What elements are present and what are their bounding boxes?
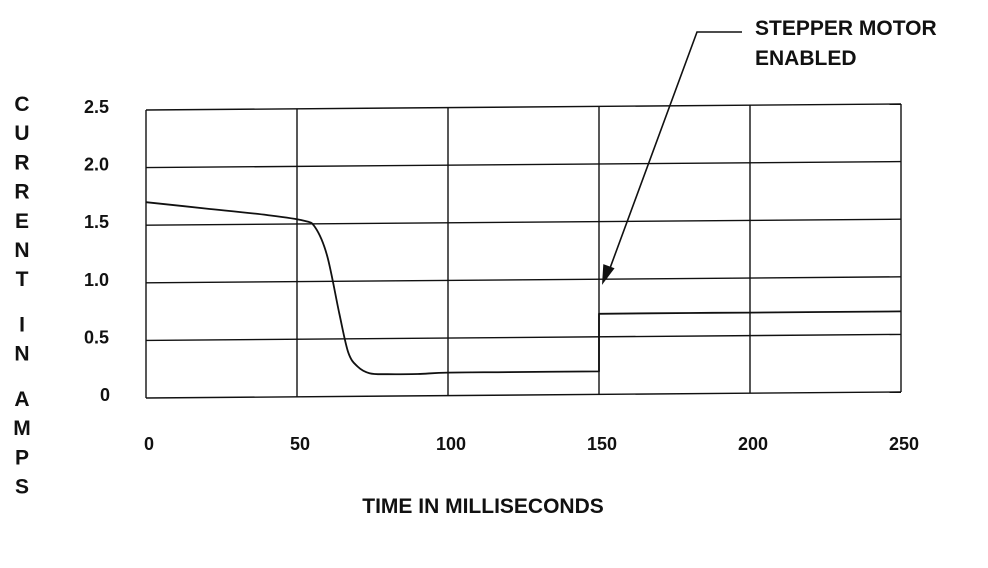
- y-axis-label-letter: T: [16, 268, 29, 291]
- series-line: [145, 201, 902, 376]
- y-tick-label: 1.5: [84, 212, 109, 232]
- x-tick-label: 250: [889, 434, 919, 454]
- y-axis-label-letter: P: [15, 446, 29, 469]
- x-axis-label: TIME IN MILLISECONDS: [362, 495, 604, 518]
- annotation-arrowhead: [602, 264, 615, 285]
- y-tick-label: 2.5: [84, 97, 109, 117]
- h-gridline: [145, 218, 902, 226]
- y-axis-label-letter: A: [14, 388, 29, 411]
- h-gridline: [145, 333, 902, 342]
- x-tick-label: 50: [290, 434, 310, 454]
- h-gridline: [145, 276, 902, 284]
- grid: [145, 103, 902, 399]
- y-tick-label: 0: [100, 385, 110, 405]
- y-tick-label: 2.0: [84, 155, 109, 175]
- series-line-group: [145, 201, 902, 376]
- y-tick-labels: 0 0.5 1.0 1.5 2.0 2.5: [84, 97, 110, 405]
- h-gridline: [145, 391, 902, 399]
- y-axis-label-letter: C: [14, 93, 29, 116]
- annotation-leader-line: [605, 31, 742, 280]
- h-gridline: [145, 103, 902, 111]
- y-axis-label-letter: M: [13, 417, 31, 440]
- y-axis-label-letter: R: [14, 181, 29, 204]
- x-tick-label: 200: [738, 434, 768, 454]
- annotation-text: STEPPER MOTOR: [755, 17, 937, 40]
- y-axis-label-letter: E: [15, 210, 29, 233]
- y-axis-label-letter: S: [15, 476, 29, 499]
- y-axis-label-letter: R: [14, 151, 29, 174]
- y-axis-label-letter: N: [14, 239, 29, 262]
- x-tick-label: 0: [144, 434, 154, 454]
- x-tick-label: 150: [587, 434, 617, 454]
- y-axis-label-letter: N: [14, 343, 29, 366]
- x-tick-label: 100: [436, 434, 466, 454]
- annotation-text: ENABLED: [755, 47, 857, 70]
- h-gridline: [145, 160, 902, 169]
- y-axis-label-letter: U: [14, 122, 29, 145]
- x-tick-labels: 0 50 100 150 200 250: [144, 434, 919, 454]
- y-tick-label: 1.0: [84, 270, 109, 290]
- annotation: STEPPER MOTOR ENABLED: [602, 17, 937, 285]
- y-axis-label-letter: I: [19, 313, 25, 336]
- y-tick-label: 0.5: [84, 327, 109, 347]
